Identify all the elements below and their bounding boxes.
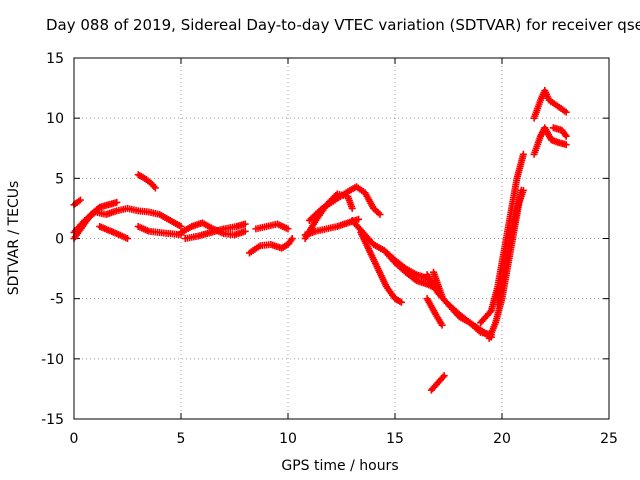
data-point — [562, 108, 570, 116]
y-tick-label: 10 — [46, 111, 64, 127]
data-point — [113, 198, 121, 206]
data-point — [440, 372, 448, 380]
x-tick-label: 10 — [279, 431, 297, 447]
data-point — [439, 373, 447, 381]
y-tick-label: 5 — [55, 171, 64, 187]
data-point — [562, 132, 570, 140]
data-point — [284, 225, 292, 233]
data-point — [438, 321, 446, 329]
data-point — [519, 186, 527, 194]
x-tick-label: 15 — [386, 431, 404, 447]
data-point — [348, 204, 356, 212]
data-point — [288, 235, 296, 242]
data-point — [355, 215, 363, 223]
tick-layer: 0 5 10 15 20 25 15 10 5 0 -5 -10 -15 — [41, 51, 618, 447]
y-tick-label: -10 — [41, 352, 64, 368]
data-point — [241, 227, 249, 235]
y-axis-label: SDTVAR / TECUs — [6, 181, 22, 296]
x-tick-label: 20 — [493, 431, 511, 447]
x-tick-label: 25 — [600, 431, 618, 447]
data-point — [397, 298, 405, 306]
data-point — [177, 222, 185, 230]
y-tick-label: 0 — [55, 232, 64, 248]
y-tick-label: -5 — [50, 292, 64, 308]
data-point — [486, 308, 494, 316]
x-tick-label: 5 — [177, 431, 186, 447]
data-points-layer — [70, 86, 570, 394]
data-point — [376, 210, 384, 218]
plot-frame — [73, 57, 610, 420]
data-point — [124, 235, 131, 242]
data-point — [241, 220, 249, 228]
data-point — [562, 141, 570, 149]
y-tick-label: -15 — [41, 412, 64, 428]
x-tick-label: 0 — [70, 431, 79, 447]
data-point — [76, 196, 84, 204]
data-point — [438, 292, 446, 300]
y-tick-label: 15 — [46, 51, 64, 67]
data-point — [519, 150, 527, 158]
grid-layer — [74, 58, 609, 419]
data-point — [475, 327, 483, 335]
data-point — [287, 236, 295, 244]
data-point — [561, 131, 569, 139]
x-axis-label: GPS time / hours — [281, 458, 398, 474]
data-point — [151, 184, 159, 192]
chart-title: Day 088 of 2019, Sidereal Day-to-day VTE… — [46, 16, 640, 34]
